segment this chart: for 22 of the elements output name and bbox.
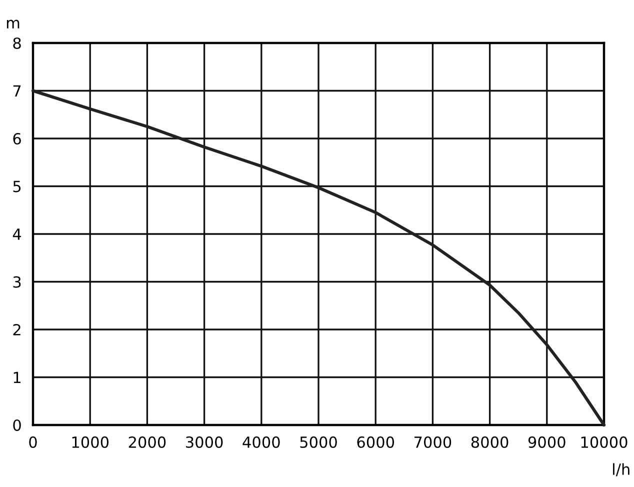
x-tick-label: 0 <box>29 436 37 448</box>
x-tick-label: 1000 <box>72 436 109 448</box>
x-tick-label: 3000 <box>186 436 223 448</box>
y-tick-label: 3 <box>13 276 21 288</box>
x-tick-label: 10000 <box>581 436 628 448</box>
x-tick-label: 6000 <box>357 436 394 448</box>
y-tick-label: 6 <box>13 132 21 145</box>
x-tick-label: 7000 <box>414 436 452 448</box>
y-tick-label: 4 <box>12 228 22 240</box>
x-tick-label: 2000 <box>128 436 166 448</box>
x-tick-label: 9000 <box>528 436 566 448</box>
y-axis-title: m <box>6 20 20 28</box>
y-tick-label: 5 <box>13 180 21 192</box>
y-tick-label: 7 <box>13 85 21 97</box>
y-tick-label: 2 <box>13 324 20 336</box>
x-tick-label: 4000 <box>242 436 280 448</box>
x-tick-label: 5000 <box>300 436 337 448</box>
x-axis-title: l/h <box>613 463 630 476</box>
x-tick-label: 8000 <box>471 436 508 448</box>
y-tick-label: 1 <box>14 372 20 384</box>
y-tick-label: 8 <box>13 37 21 50</box>
y-tick-label: 0 <box>13 419 21 432</box>
